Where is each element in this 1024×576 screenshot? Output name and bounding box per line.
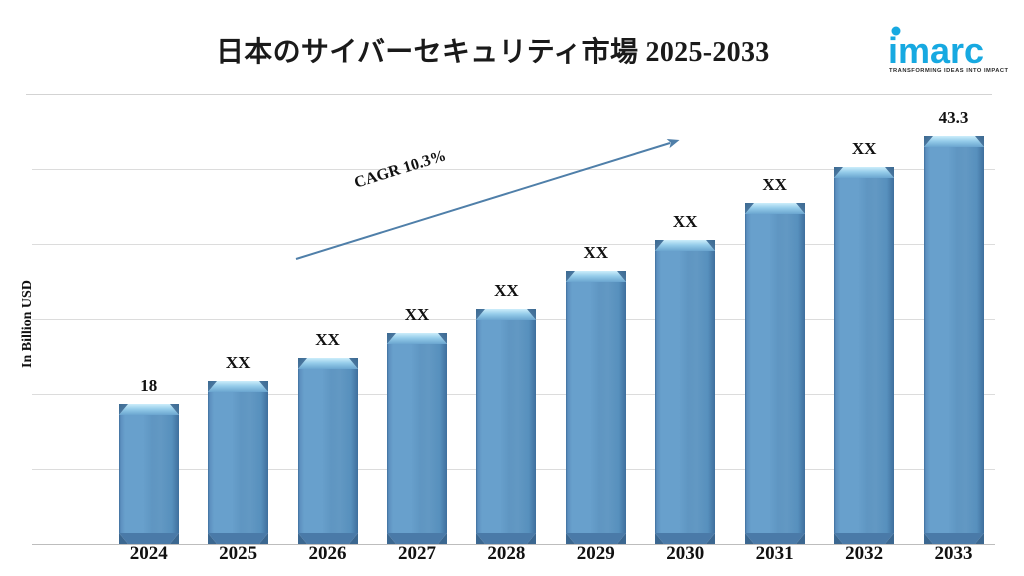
- svg-text:imarc: imarc: [888, 30, 984, 71]
- svg-text:TRANSFORMING IDEAS INTO IMPACT: TRANSFORMING IDEAS INTO IMPACT: [889, 68, 1009, 74]
